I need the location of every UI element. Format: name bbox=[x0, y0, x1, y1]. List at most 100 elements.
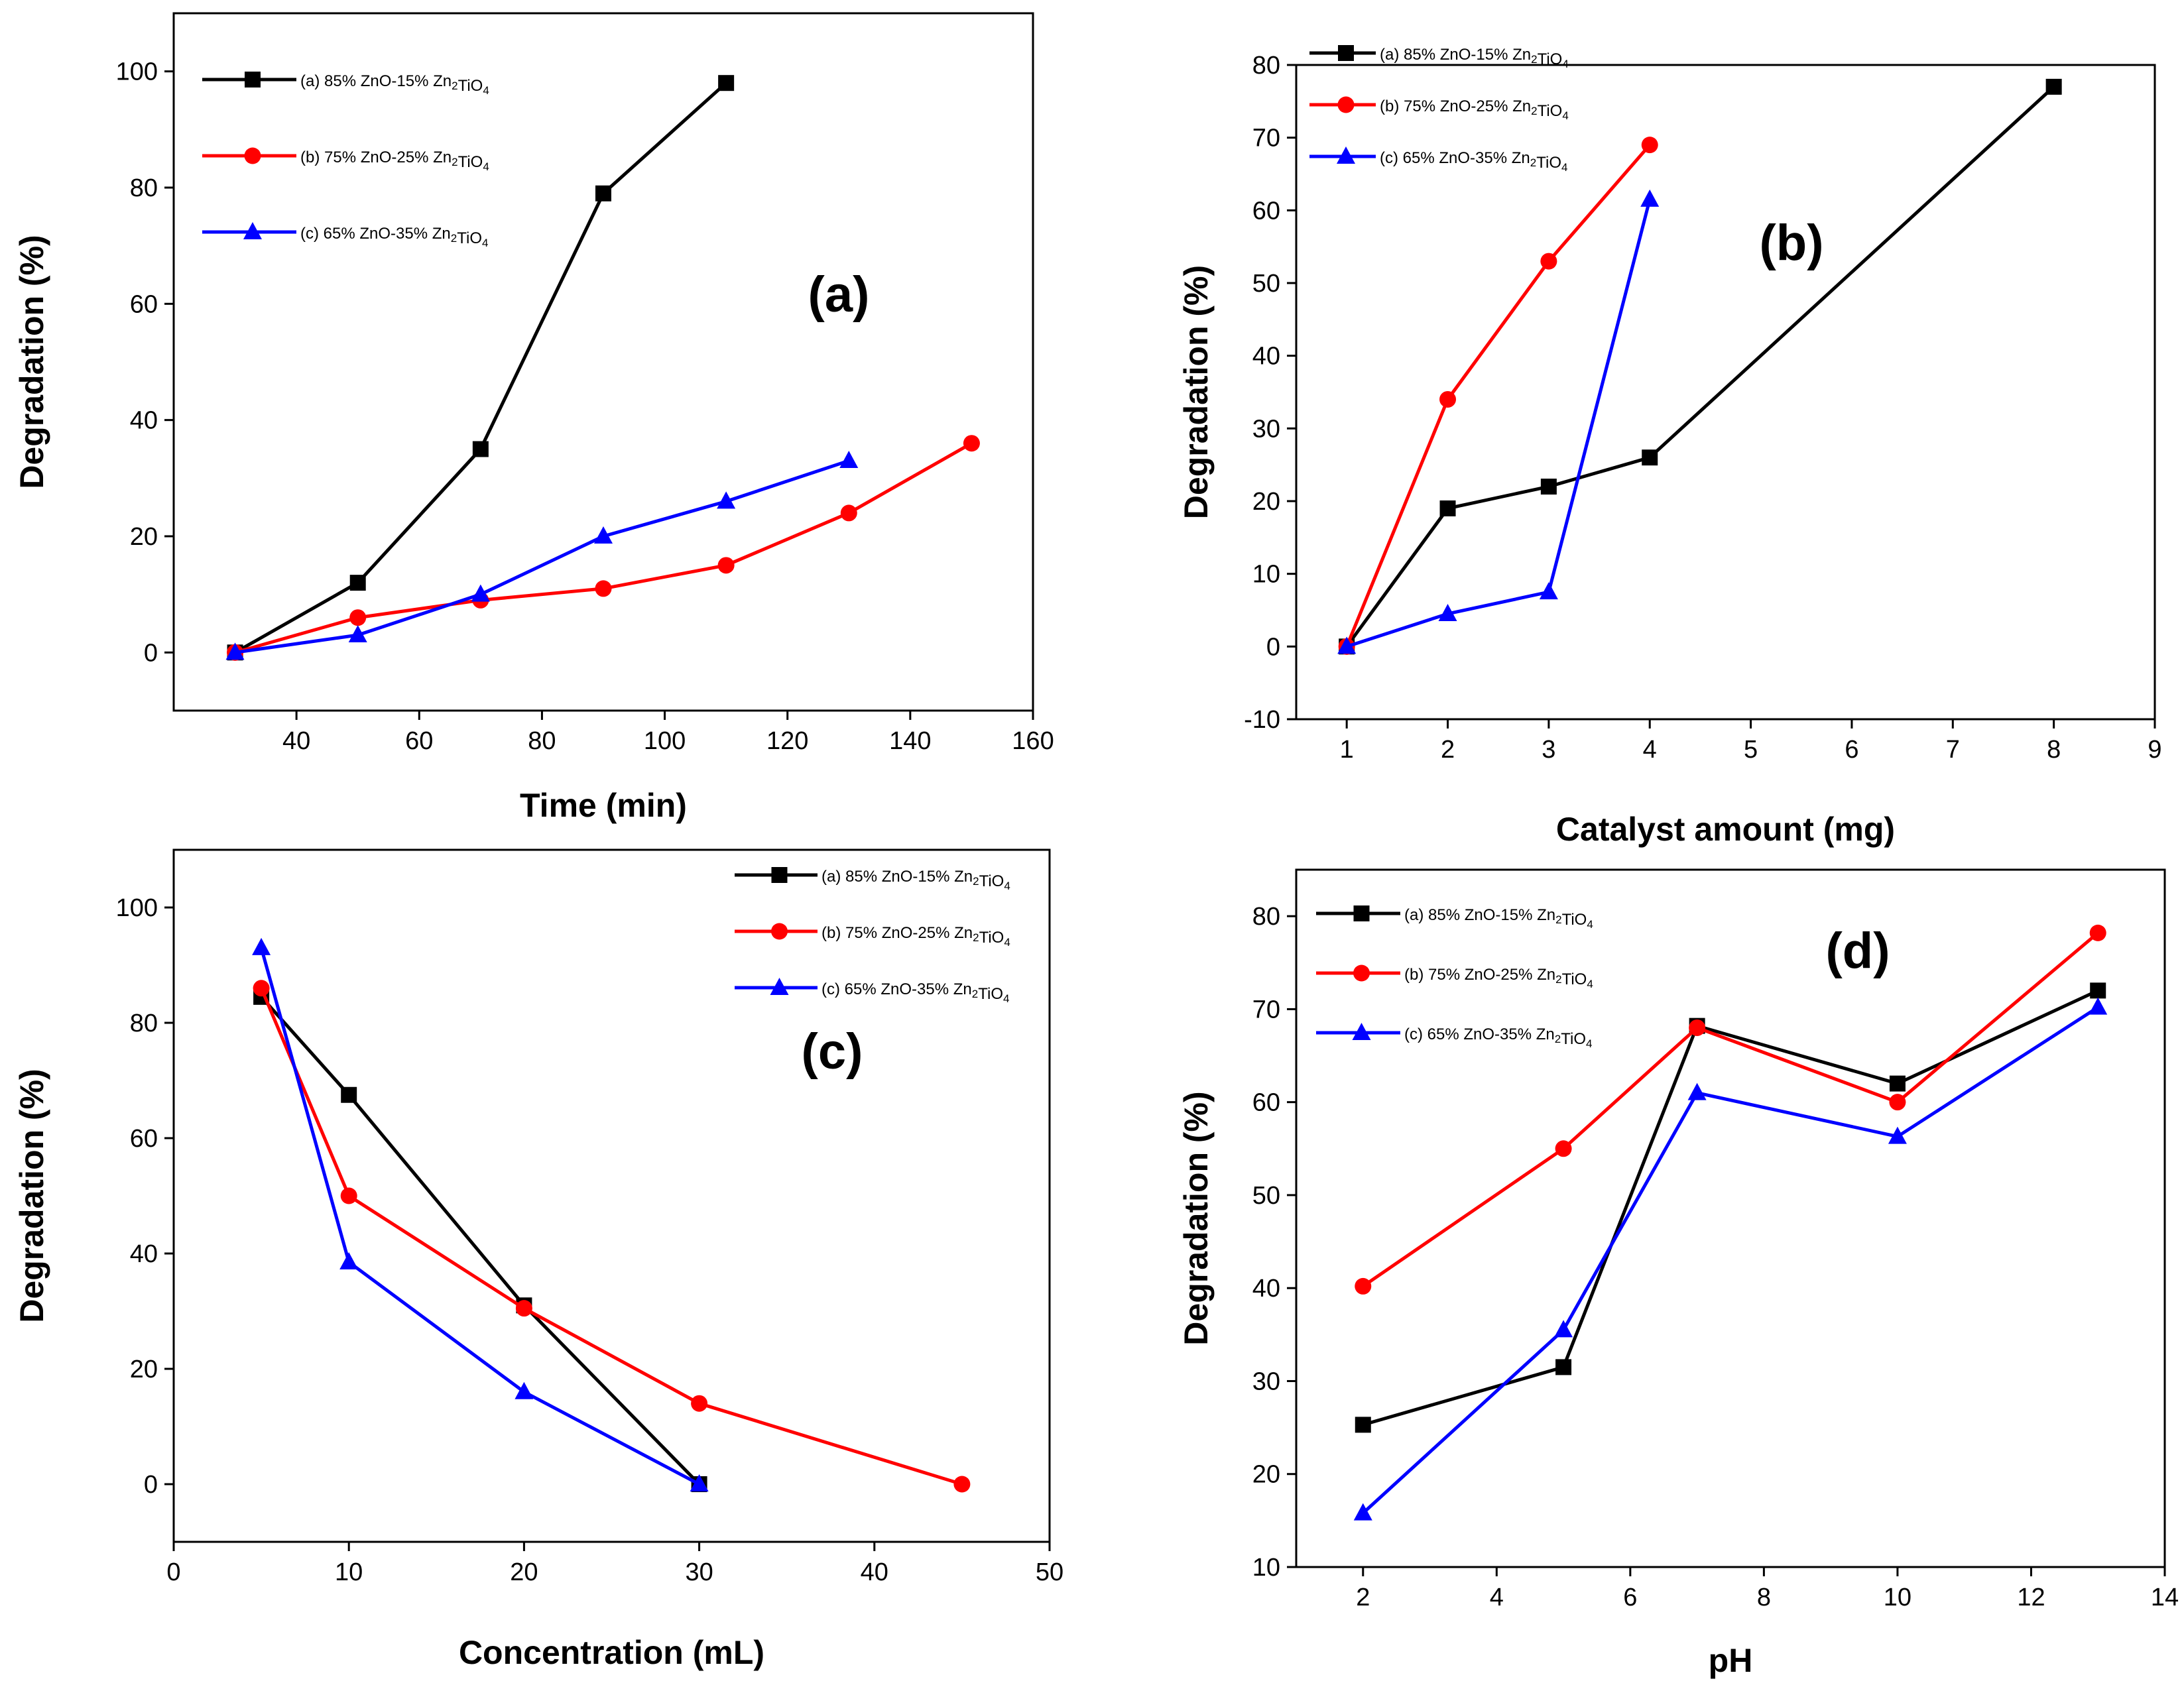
x-axis-label: Concentration (mL) bbox=[459, 1634, 764, 1671]
y-tick-label: 60 bbox=[1252, 197, 1280, 225]
series-line bbox=[1345, 86, 2055, 648]
x-tick-label: 14 bbox=[2151, 1584, 2179, 1611]
data-point bbox=[1337, 636, 1357, 654]
y-tick-label: 0 bbox=[1266, 633, 1280, 661]
legend-marker bbox=[1337, 96, 1355, 113]
data-point bbox=[225, 642, 245, 660]
data-point bbox=[595, 185, 611, 202]
chart-panel-d: 2 4 6 8 10 12 14 10 20 30 40 50 60 70 80 pH Degradation … bbox=[1178, 868, 2179, 1679]
panel-label: (c) bbox=[802, 1023, 863, 1080]
y-axis-label: Degradation (%) bbox=[13, 1069, 50, 1322]
x-tick-label: 6 bbox=[1845, 736, 1858, 764]
panel-label: (a) bbox=[808, 266, 870, 323]
y-tick-label: 40 bbox=[130, 1240, 158, 1268]
data-point bbox=[2089, 997, 2108, 1015]
legend-marker bbox=[1352, 1023, 1371, 1040]
data-point bbox=[953, 1476, 971, 1493]
y-tick-label: 40 bbox=[1252, 343, 1280, 371]
legend-marker bbox=[1353, 905, 1370, 921]
data-point bbox=[515, 1381, 534, 1399]
data-point bbox=[1540, 253, 1557, 270]
y-tick-label: 80 bbox=[130, 174, 158, 202]
x-tick-label: 160 bbox=[1012, 727, 1054, 755]
data-point bbox=[1889, 1075, 1906, 1092]
y-tick-label: 70 bbox=[1252, 125, 1280, 152]
data-point bbox=[1438, 603, 1457, 621]
data-point bbox=[1642, 449, 1658, 466]
data-point bbox=[1355, 1417, 1371, 1433]
data-point bbox=[341, 1086, 357, 1103]
plot-frame bbox=[1295, 64, 2156, 721]
x-tick-label: 30 bbox=[685, 1558, 713, 1586]
y-tick-label: 60 bbox=[1252, 1089, 1280, 1117]
x-tick-label: 100 bbox=[644, 727, 686, 755]
legend-marker bbox=[1353, 964, 1370, 982]
legend-label: (b) 75% ZnO-25% Zn2TiO4 bbox=[300, 148, 489, 173]
x-axis-label: Time (min) bbox=[520, 787, 687, 824]
legend-marker bbox=[771, 923, 788, 940]
x-tick-label: 8 bbox=[2047, 736, 2061, 764]
data-point bbox=[2045, 78, 2062, 95]
y-tick-label: 80 bbox=[1252, 903, 1280, 931]
x-tick-label: 4 bbox=[1643, 736, 1657, 764]
x-tick-label: 40 bbox=[861, 1558, 888, 1586]
plot-frame bbox=[172, 12, 1034, 712]
data-point bbox=[1555, 1140, 1572, 1157]
legend-marker bbox=[1337, 146, 1355, 164]
data-point bbox=[1554, 1320, 1573, 1338]
legend-label: (a) 85% ZnO-15% Zn2TiO4 bbox=[821, 868, 1010, 892]
x-tick-label: 50 bbox=[1036, 1558, 1063, 1586]
data-point bbox=[1540, 479, 1557, 495]
data-point bbox=[2089, 924, 2106, 941]
data-point bbox=[717, 491, 736, 509]
x-tick-label: 10 bbox=[335, 1558, 363, 1586]
y-tick-label: 0 bbox=[144, 639, 158, 667]
data-point bbox=[348, 625, 367, 643]
x-tick-label: 1 bbox=[1340, 736, 1354, 764]
x-tick-label: 40 bbox=[282, 727, 310, 755]
data-point bbox=[717, 557, 735, 574]
data-point bbox=[472, 441, 489, 457]
legend-label: (b) 75% ZnO-25% Zn2TiO4 bbox=[821, 924, 1010, 949]
series-line bbox=[1363, 989, 2099, 1427]
legend-marker bbox=[243, 222, 262, 239]
data-point bbox=[1888, 1126, 1907, 1144]
y-tick-label: 80 bbox=[130, 1010, 158, 1037]
data-point bbox=[690, 1474, 709, 1491]
legend-label: (c) 65% ZnO-35% Zn2TiO4 bbox=[1380, 149, 1567, 174]
y-tick-label: 50 bbox=[1252, 1182, 1280, 1210]
data-point bbox=[1539, 582, 1558, 600]
y-tick-label: 20 bbox=[130, 523, 158, 551]
data-point bbox=[840, 504, 857, 522]
legend-label: (c) 65% ZnO-35% Zn2TiO4 bbox=[300, 225, 488, 249]
x-tick-label: 120 bbox=[766, 727, 808, 755]
data-point bbox=[718, 75, 735, 91]
x-tick-label: 2 bbox=[1441, 736, 1455, 764]
x-tick-label: 60 bbox=[405, 727, 433, 755]
x-tick-label: 12 bbox=[2017, 1584, 2045, 1611]
x-tick-label: 2 bbox=[1356, 1584, 1370, 1611]
data-point bbox=[349, 575, 366, 591]
data-point bbox=[1555, 1359, 1572, 1375]
series-line bbox=[1346, 199, 1652, 648]
x-tick-label: 10 bbox=[1884, 1584, 1911, 1611]
data-point bbox=[691, 1395, 708, 1412]
data-point bbox=[595, 580, 612, 597]
plot-frame bbox=[1295, 868, 2166, 1568]
data-point bbox=[471, 584, 490, 602]
y-tick-label: 0 bbox=[144, 1471, 158, 1499]
series-line bbox=[1362, 931, 2099, 1288]
chart-panel-b: 1 2 3 4 5 6 7 8 9 -10 0 10 20 30 40 50 60 70 80 Catalyst am… bbox=[1178, 45, 2162, 848]
y-tick-label: 10 bbox=[1252, 1554, 1280, 1582]
series-line bbox=[234, 441, 973, 654]
y-tick-label: 30 bbox=[1252, 1368, 1280, 1395]
panel-label: (b) bbox=[1759, 215, 1823, 271]
x-tick-label: 4 bbox=[1490, 1584, 1504, 1611]
legend-label: (b) 75% ZnO-25% Zn2TiO4 bbox=[1404, 966, 1593, 990]
data-point bbox=[252, 937, 271, 955]
data-point bbox=[839, 451, 859, 469]
data-point bbox=[1889, 1094, 1906, 1111]
y-tick-label: 10 bbox=[1252, 561, 1280, 589]
x-tick-label: 20 bbox=[510, 1558, 538, 1586]
data-point bbox=[339, 1252, 359, 1270]
